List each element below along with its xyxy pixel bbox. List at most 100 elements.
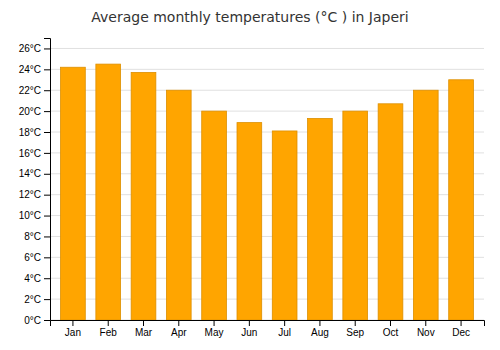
y-tick: 4°C bbox=[24, 273, 50, 284]
y-tick-mark bbox=[44, 90, 50, 91]
bar bbox=[343, 111, 368, 320]
bar bbox=[308, 118, 333, 320]
grid-line bbox=[50, 48, 484, 49]
y-tick-mark bbox=[44, 320, 50, 321]
x-tick-mark bbox=[108, 320, 109, 326]
y-tick: 10°C bbox=[19, 210, 50, 221]
x-tick-label: May bbox=[205, 327, 224, 338]
x-tick-label: Jul bbox=[278, 327, 291, 338]
x-axis: Jan Feb Mar Apr May Jun Jul Aug Sep Oct Nov Dec bbox=[51, 320, 485, 338]
y-tick-mark bbox=[44, 216, 50, 217]
plot: 0°C 2°C 4°C 6°C 8°C 10°C 12°C 14°C 16°C 18°C 20°C 2… bbox=[19, 39, 485, 339]
x-tick-mark bbox=[461, 320, 462, 326]
chart: 0°C 2°C 4°C 6°C 8°C 10°C 12°C 14°C 16°C 18°C 20°C 2… bbox=[0, 0, 500, 350]
x-tick-label: Oct bbox=[383, 327, 399, 338]
x-tick-label: Sep bbox=[346, 327, 364, 338]
x-tick-mark bbox=[319, 320, 320, 326]
x-tick: Aug bbox=[311, 320, 329, 338]
y-tick-mark bbox=[44, 69, 50, 70]
x-tick-label: Feb bbox=[100, 327, 118, 338]
y-tick-label: 22°C bbox=[19, 85, 41, 96]
x-tick: May bbox=[205, 320, 224, 338]
x-tick-mark bbox=[249, 320, 250, 326]
x-tick: Feb bbox=[100, 320, 118, 338]
y-tick: 8°C bbox=[24, 231, 50, 242]
x-tick: Sep bbox=[346, 320, 364, 338]
x-tick: Oct bbox=[383, 320, 399, 338]
x-tick-label: Mar bbox=[135, 327, 153, 338]
x-tick-mark bbox=[425, 320, 426, 326]
grid bbox=[50, 48, 484, 320]
x-tick-label: Jun bbox=[241, 327, 257, 338]
y-tick: 24°C bbox=[19, 64, 50, 75]
y-tick: 12°C bbox=[19, 189, 50, 200]
y-tick-label: 18°C bbox=[19, 127, 41, 138]
y-tick-label: 26°C bbox=[19, 43, 41, 54]
y-tick: 6°C bbox=[24, 252, 50, 263]
x-tick-mark bbox=[284, 320, 285, 326]
x-tick-mark bbox=[143, 320, 144, 326]
x-tick: Apr bbox=[171, 320, 187, 338]
y-tick: 18°C bbox=[19, 127, 50, 138]
title: Average monthly temperatures (°C ) in Ja… bbox=[91, 9, 408, 25]
y-tick-label: 16°C bbox=[19, 148, 41, 159]
y-tick-label: 24°C bbox=[19, 64, 41, 75]
x-tick-label: Dec bbox=[452, 327, 470, 338]
y-tick-label: 4°C bbox=[24, 273, 41, 284]
y-tick-mark bbox=[44, 299, 50, 300]
y-tick: 20°C bbox=[19, 106, 50, 117]
bar bbox=[449, 80, 474, 320]
y-axis: 0°C 2°C 4°C 6°C 8°C 10°C 12°C 14°C 16°C 18°C 20°C 2… bbox=[19, 39, 51, 326]
y-tick-mark bbox=[44, 132, 50, 133]
bar bbox=[61, 67, 86, 320]
y-tick: 16°C bbox=[19, 148, 50, 159]
x-tick: Nov bbox=[417, 320, 435, 338]
y-tick: 0°C bbox=[24, 315, 50, 326]
x-tick: Jul bbox=[278, 320, 291, 338]
x-tick-label: Aug bbox=[311, 327, 329, 338]
y-tick-mark bbox=[44, 257, 50, 258]
bar bbox=[166, 90, 191, 320]
y-tick: 14°C bbox=[19, 168, 50, 179]
x-tick-label: Apr bbox=[171, 327, 187, 338]
bar bbox=[131, 72, 156, 320]
bar bbox=[378, 104, 403, 320]
x-tick: Mar bbox=[135, 320, 153, 338]
y-tick-mark bbox=[44, 48, 50, 49]
x-tick-mark bbox=[72, 320, 73, 326]
y-tick-mark bbox=[44, 278, 50, 279]
bar bbox=[202, 111, 227, 320]
y-tick-mark bbox=[44, 195, 50, 196]
y-tick-label: 2°C bbox=[24, 294, 41, 305]
y-tick-label: 0°C bbox=[24, 315, 41, 326]
x-tick: Jan bbox=[65, 320, 81, 338]
bar bbox=[96, 64, 121, 320]
x-tick-label: Nov bbox=[417, 327, 435, 338]
x-tick-label: Jan bbox=[65, 327, 81, 338]
y-tick-mark bbox=[44, 111, 50, 112]
y-tick-mark bbox=[44, 153, 50, 154]
bar bbox=[413, 90, 438, 320]
y-tick: 22°C bbox=[19, 85, 50, 96]
x-axis-line bbox=[51, 321, 485, 327]
x-tick: Dec bbox=[452, 320, 470, 338]
y-tick-mark bbox=[44, 174, 50, 175]
x-tick-mark bbox=[355, 320, 356, 326]
bar bbox=[272, 131, 297, 320]
bars bbox=[61, 64, 474, 320]
x-tick-mark bbox=[390, 320, 391, 326]
y-tick-label: 20°C bbox=[19, 106, 41, 117]
x-tick-mark bbox=[178, 320, 179, 326]
y-tick-label: 12°C bbox=[19, 189, 41, 200]
y-tick: 26°C bbox=[19, 43, 50, 54]
y-tick: 2°C bbox=[24, 294, 50, 305]
bar bbox=[237, 123, 262, 320]
y-tick-label: 14°C bbox=[19, 168, 41, 179]
x-tick-mark bbox=[214, 320, 215, 326]
y-tick-label: 8°C bbox=[24, 231, 41, 242]
y-tick-label: 10°C bbox=[19, 210, 41, 221]
y-tick-label: 6°C bbox=[24, 252, 41, 263]
y-tick-mark bbox=[44, 236, 50, 237]
x-tick: Jun bbox=[241, 320, 257, 338]
y-axis-line bbox=[44, 39, 51, 321]
